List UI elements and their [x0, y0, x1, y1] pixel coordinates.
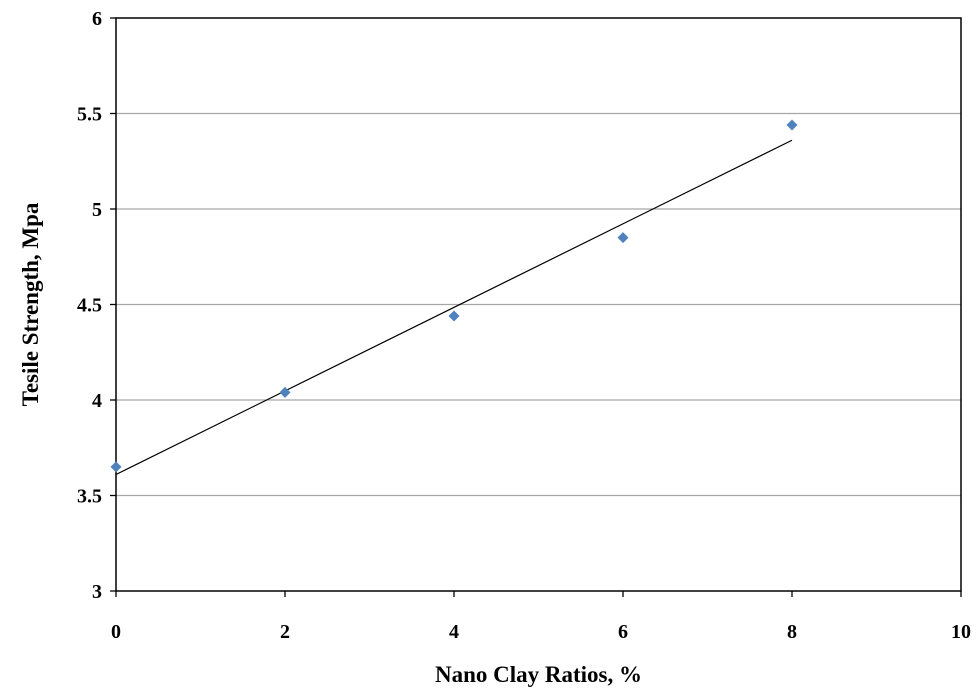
x-axis-title: Nano Clay Ratios, % — [435, 662, 642, 687]
y-tick-label: 5.5 — [77, 104, 102, 126]
trendline — [115, 139, 793, 476]
x-tick-label: 8 — [787, 621, 797, 643]
x-axis-ticks: 0 2 4 6 8 10 — [111, 591, 971, 643]
y-axis-ticks: 3 3.5 4 4.5 5 5.5 6 — [77, 8, 116, 603]
data-point — [617, 232, 629, 244]
trendline-group — [115, 139, 793, 476]
data-points — [110, 119, 798, 473]
y-tick-label: 6 — [92, 8, 102, 30]
x-tick-label: 10 — [951, 621, 971, 643]
y-tick-label: 4.5 — [77, 295, 102, 317]
x-tick-label: 6 — [618, 621, 628, 643]
gridlines — [116, 112, 961, 497]
data-point — [448, 310, 460, 322]
x-tick-label: 0 — [111, 621, 121, 643]
data-point — [279, 386, 291, 398]
y-tick-label: 4 — [92, 390, 102, 412]
x-tick-label: 2 — [280, 621, 290, 643]
data-point — [786, 119, 798, 131]
y-axis-title: Tesile Strength, Mpa — [18, 202, 43, 406]
y-tick-label: 5 — [92, 199, 102, 221]
x-tick-label: 4 — [449, 621, 459, 643]
data-point — [110, 461, 122, 473]
y-tick-label: 3.5 — [77, 486, 102, 508]
y-tick-label: 3 — [92, 581, 102, 603]
